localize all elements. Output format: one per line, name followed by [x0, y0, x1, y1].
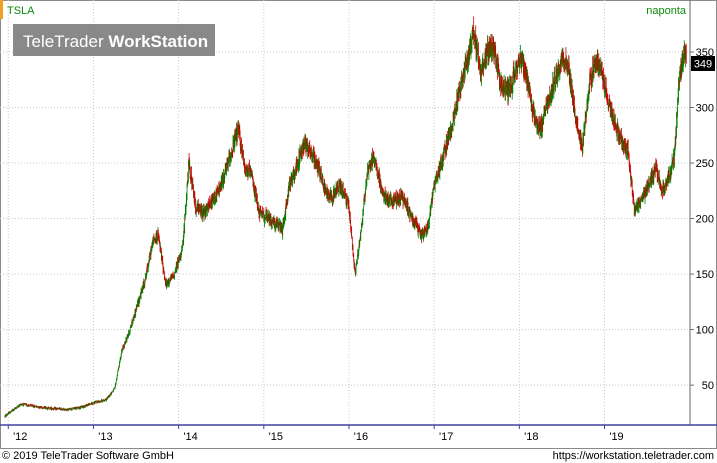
last-value-label: 349	[694, 59, 712, 71]
symbol-label: TSLA	[7, 5, 35, 17]
y-tick-label: 200	[696, 214, 714, 226]
y-tick-label: 250	[696, 158, 714, 170]
last-value-badge	[691, 56, 715, 71]
y-tick-label: 150	[696, 269, 714, 281]
watermark-box	[13, 24, 215, 56]
x-tick-label: '19	[609, 431, 623, 443]
y-tick-label: 100	[696, 325, 714, 337]
x-axis-ticks: '12 '13 '14 '15 '16 '17 '18 '19	[7, 425, 624, 443]
y-tick-label: 50	[702, 380, 714, 392]
y-tick-label: 350	[696, 47, 714, 59]
x-tick-label: '17	[439, 431, 453, 443]
symbol-accent-bar	[0, 0, 3, 19]
watermark-logo: TeleTrader WorkStation	[23, 32, 208, 51]
copyright-text: © 2019 TeleTrader Software GmbH	[2, 450, 174, 462]
x-tick-label: '14	[183, 431, 197, 443]
chart-frame	[0, 0, 717, 449]
footer-url-link[interactable]: https://workstation.teletrader.com	[553, 450, 714, 462]
x-tick-label: '18	[524, 431, 538, 443]
x-tick-label: '15	[269, 431, 283, 443]
y-axis-ticks: 50 100 150 200 250 300 350	[690, 47, 714, 392]
period-label[interactable]: naponta	[646, 5, 687, 17]
y-tick-label: 300	[696, 103, 714, 115]
x-tick-label: '12	[13, 431, 27, 443]
x-tick-label: '13	[98, 431, 112, 443]
candle-layer	[4, 16, 687, 418]
x-tick-label: '16	[354, 431, 368, 443]
